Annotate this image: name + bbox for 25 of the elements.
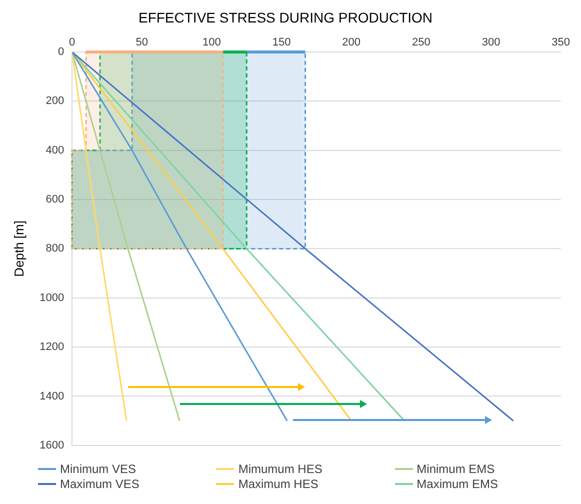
y-tick-label: 1600 [40,439,64,452]
y-axis-title: Depth [m] [11,220,26,277]
x-tick-label: 0 [69,36,76,48]
legend-label: Minimum VES [60,462,136,476]
legend-label: Minimum EMS [416,462,495,476]
y-tick-label: 800 [46,242,64,255]
x-tick-label: 250 [412,36,430,48]
chart-title: EFFECTIVE STRESS DURING PRODUCTION [138,9,433,26]
legend-label: Maximum EMS [416,477,498,491]
x-tick-label: 200 [342,36,361,48]
legend-label: Maximum HES [238,477,318,491]
y-tick-label: 1400 [40,390,64,402]
y-tick-label: 0 [58,46,64,58]
legend-label: Maximum VES [60,477,140,491]
x-tick-label: 350 [552,36,570,48]
x-tick-label: 100 [202,36,221,48]
legend-label: Mimumum HES [238,462,322,476]
x-tick-label: 50 [136,36,148,48]
x-tick-label: 150 [272,36,291,48]
y-tick-label: 200 [46,95,64,108]
y-tick-label: 1200 [40,341,64,354]
x-tick-label: 300 [482,36,500,48]
y-tick-label: 600 [46,194,64,206]
y-tick-label: 400 [46,144,64,156]
y-tick-label: 1000 [40,292,64,304]
